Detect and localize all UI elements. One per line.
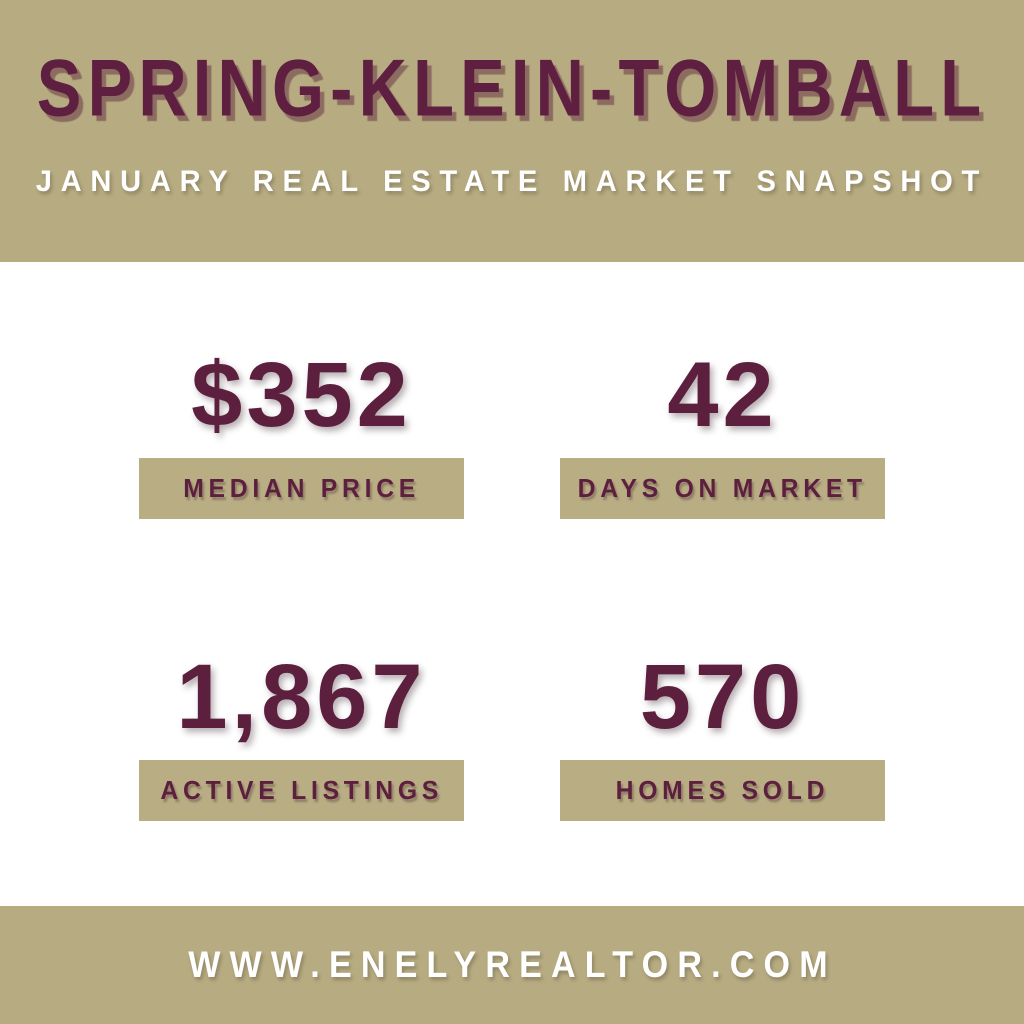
website-url: WWW.ENELYREALTOR.COM (187, 944, 837, 985)
stat-days-on-market: 42 DAYS ON MARKET (560, 347, 885, 519)
days-on-market-value: 42 (667, 344, 778, 446)
stats-grid: $352 MEDIAN PRICE 42 DAYS ON MARKET 1,86… (91, 262, 933, 906)
stats-section: $352 MEDIAN PRICE 42 DAYS ON MARKET 1,86… (0, 262, 1024, 906)
days-on-market-label: DAYS ON MARKET (577, 473, 868, 503)
active-listings-label-box: ACTIVE LISTINGS (139, 760, 464, 821)
days-on-market-label-box: DAYS ON MARKET (560, 458, 885, 519)
stat-median-price: $352 MEDIAN PRICE (139, 347, 464, 519)
page-title: SPRING-KLEIN-TOMBALL (36, 43, 988, 134)
page-subtitle: JANUARY REAL ESTATE MARKET SNAPSHOT (35, 165, 989, 198)
active-listings-value: 1,867 (176, 646, 427, 748)
homes-sold-value: 570 (639, 646, 806, 748)
stat-homes-sold: 570 HOMES SOLD (560, 649, 885, 821)
stat-active-listings: 1,867 ACTIVE LISTINGS (139, 649, 464, 821)
median-price-label: MEDIAN PRICE (183, 473, 420, 503)
active-listings-label: ACTIVE LISTINGS (160, 775, 443, 805)
median-price-value: $352 (191, 344, 412, 446)
header-banner: SPRING-KLEIN-TOMBALL JANUARY REAL ESTATE… (0, 0, 1024, 262)
homes-sold-label: HOMES SOLD (615, 775, 830, 805)
median-price-label-box: MEDIAN PRICE (139, 458, 464, 519)
homes-sold-label-box: HOMES SOLD (560, 760, 885, 821)
footer-banner: WWW.ENELYREALTOR.COM (0, 906, 1024, 1024)
